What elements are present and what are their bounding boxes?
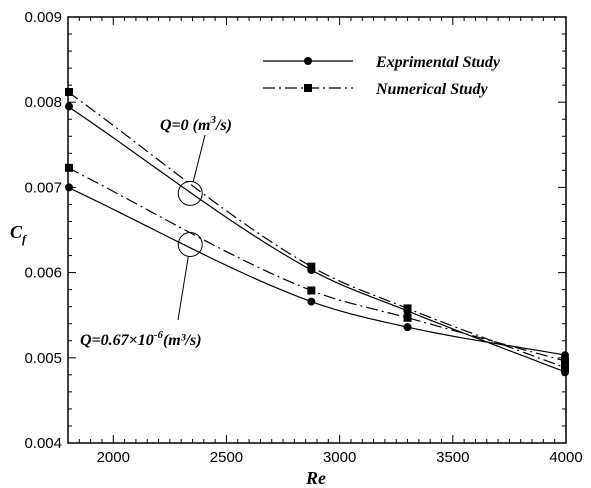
- y-tick-label: 0.008: [24, 94, 62, 111]
- annotation-circle: [177, 231, 203, 257]
- y-tick-label: 0.005: [24, 350, 62, 367]
- y-axis-title: Cf: [10, 222, 27, 246]
- legend-label: Numerical Study: [375, 81, 488, 98]
- annotation-leader: [192, 134, 206, 182]
- series-line: [67, 91, 567, 369]
- legend: Exprimental Study Numerical Study: [263, 54, 501, 98]
- x-axis-title: Re: [305, 468, 326, 488]
- annotation-label-sup: -6: [154, 329, 164, 341]
- data-point-square: [65, 163, 73, 172]
- annotation-label-main: Q=0.67×10: [80, 332, 154, 349]
- x-tick-label: 2000: [97, 449, 130, 466]
- annotation-label-end: (m³/s): [163, 332, 202, 349]
- annotation-leader: [177, 256, 189, 321]
- data-point-square: [403, 304, 412, 313]
- data-point-square: [561, 364, 569, 373]
- data-point-circle: [307, 297, 316, 306]
- annotation-label: Q=0.67×10-6(m³/s): [80, 329, 202, 349]
- data-point-square: [561, 357, 569, 366]
- y-tick-label: 0.009: [24, 9, 62, 26]
- annotation-label-main: Q=0 (m: [160, 117, 210, 134]
- annotation-label: Q=0 (m3/s): [160, 114, 232, 134]
- data-point-square: [65, 87, 73, 96]
- x-tick-label: 3500: [436, 449, 469, 466]
- marker-layer: [65, 87, 569, 377]
- y-tick-label: 0.007: [24, 179, 62, 196]
- legend-marker-square: [304, 84, 312, 92]
- tick-layer: 2000 2500 3000 3500 4000 0.004 0.005 0.006 0.007…: [24, 9, 582, 466]
- annotation-label-sup: 3: [209, 114, 216, 126]
- legend-marker-circle: [304, 57, 312, 65]
- x-tick-label: 3000: [323, 449, 356, 466]
- data-point-circle: [403, 323, 412, 332]
- y-axis-title-main: C: [10, 222, 23, 242]
- legend-label: Exprimental Study: [375, 54, 501, 71]
- data-point-square: [307, 262, 316, 271]
- plot-frame: [67, 16, 567, 444]
- series-layer: [67, 91, 567, 373]
- x-tick-label: 2500: [210, 449, 243, 466]
- data-point-circle: [65, 102, 73, 111]
- series-line: [67, 186, 567, 356]
- y-tick-label: 0.006: [24, 265, 62, 282]
- y-axis-title-sub: f: [22, 232, 27, 246]
- annotation-circle: [177, 180, 203, 206]
- data-point-square: [403, 313, 412, 322]
- annotation-layer: Q=0 (m3/s) Q=0.67×10-6(m³/s): [80, 114, 232, 349]
- y-tick-label: 0.004: [24, 435, 62, 452]
- annotation-label-end: /s): [215, 117, 232, 134]
- x-tick-label: 4000: [549, 449, 582, 466]
- data-point-square: [307, 286, 316, 295]
